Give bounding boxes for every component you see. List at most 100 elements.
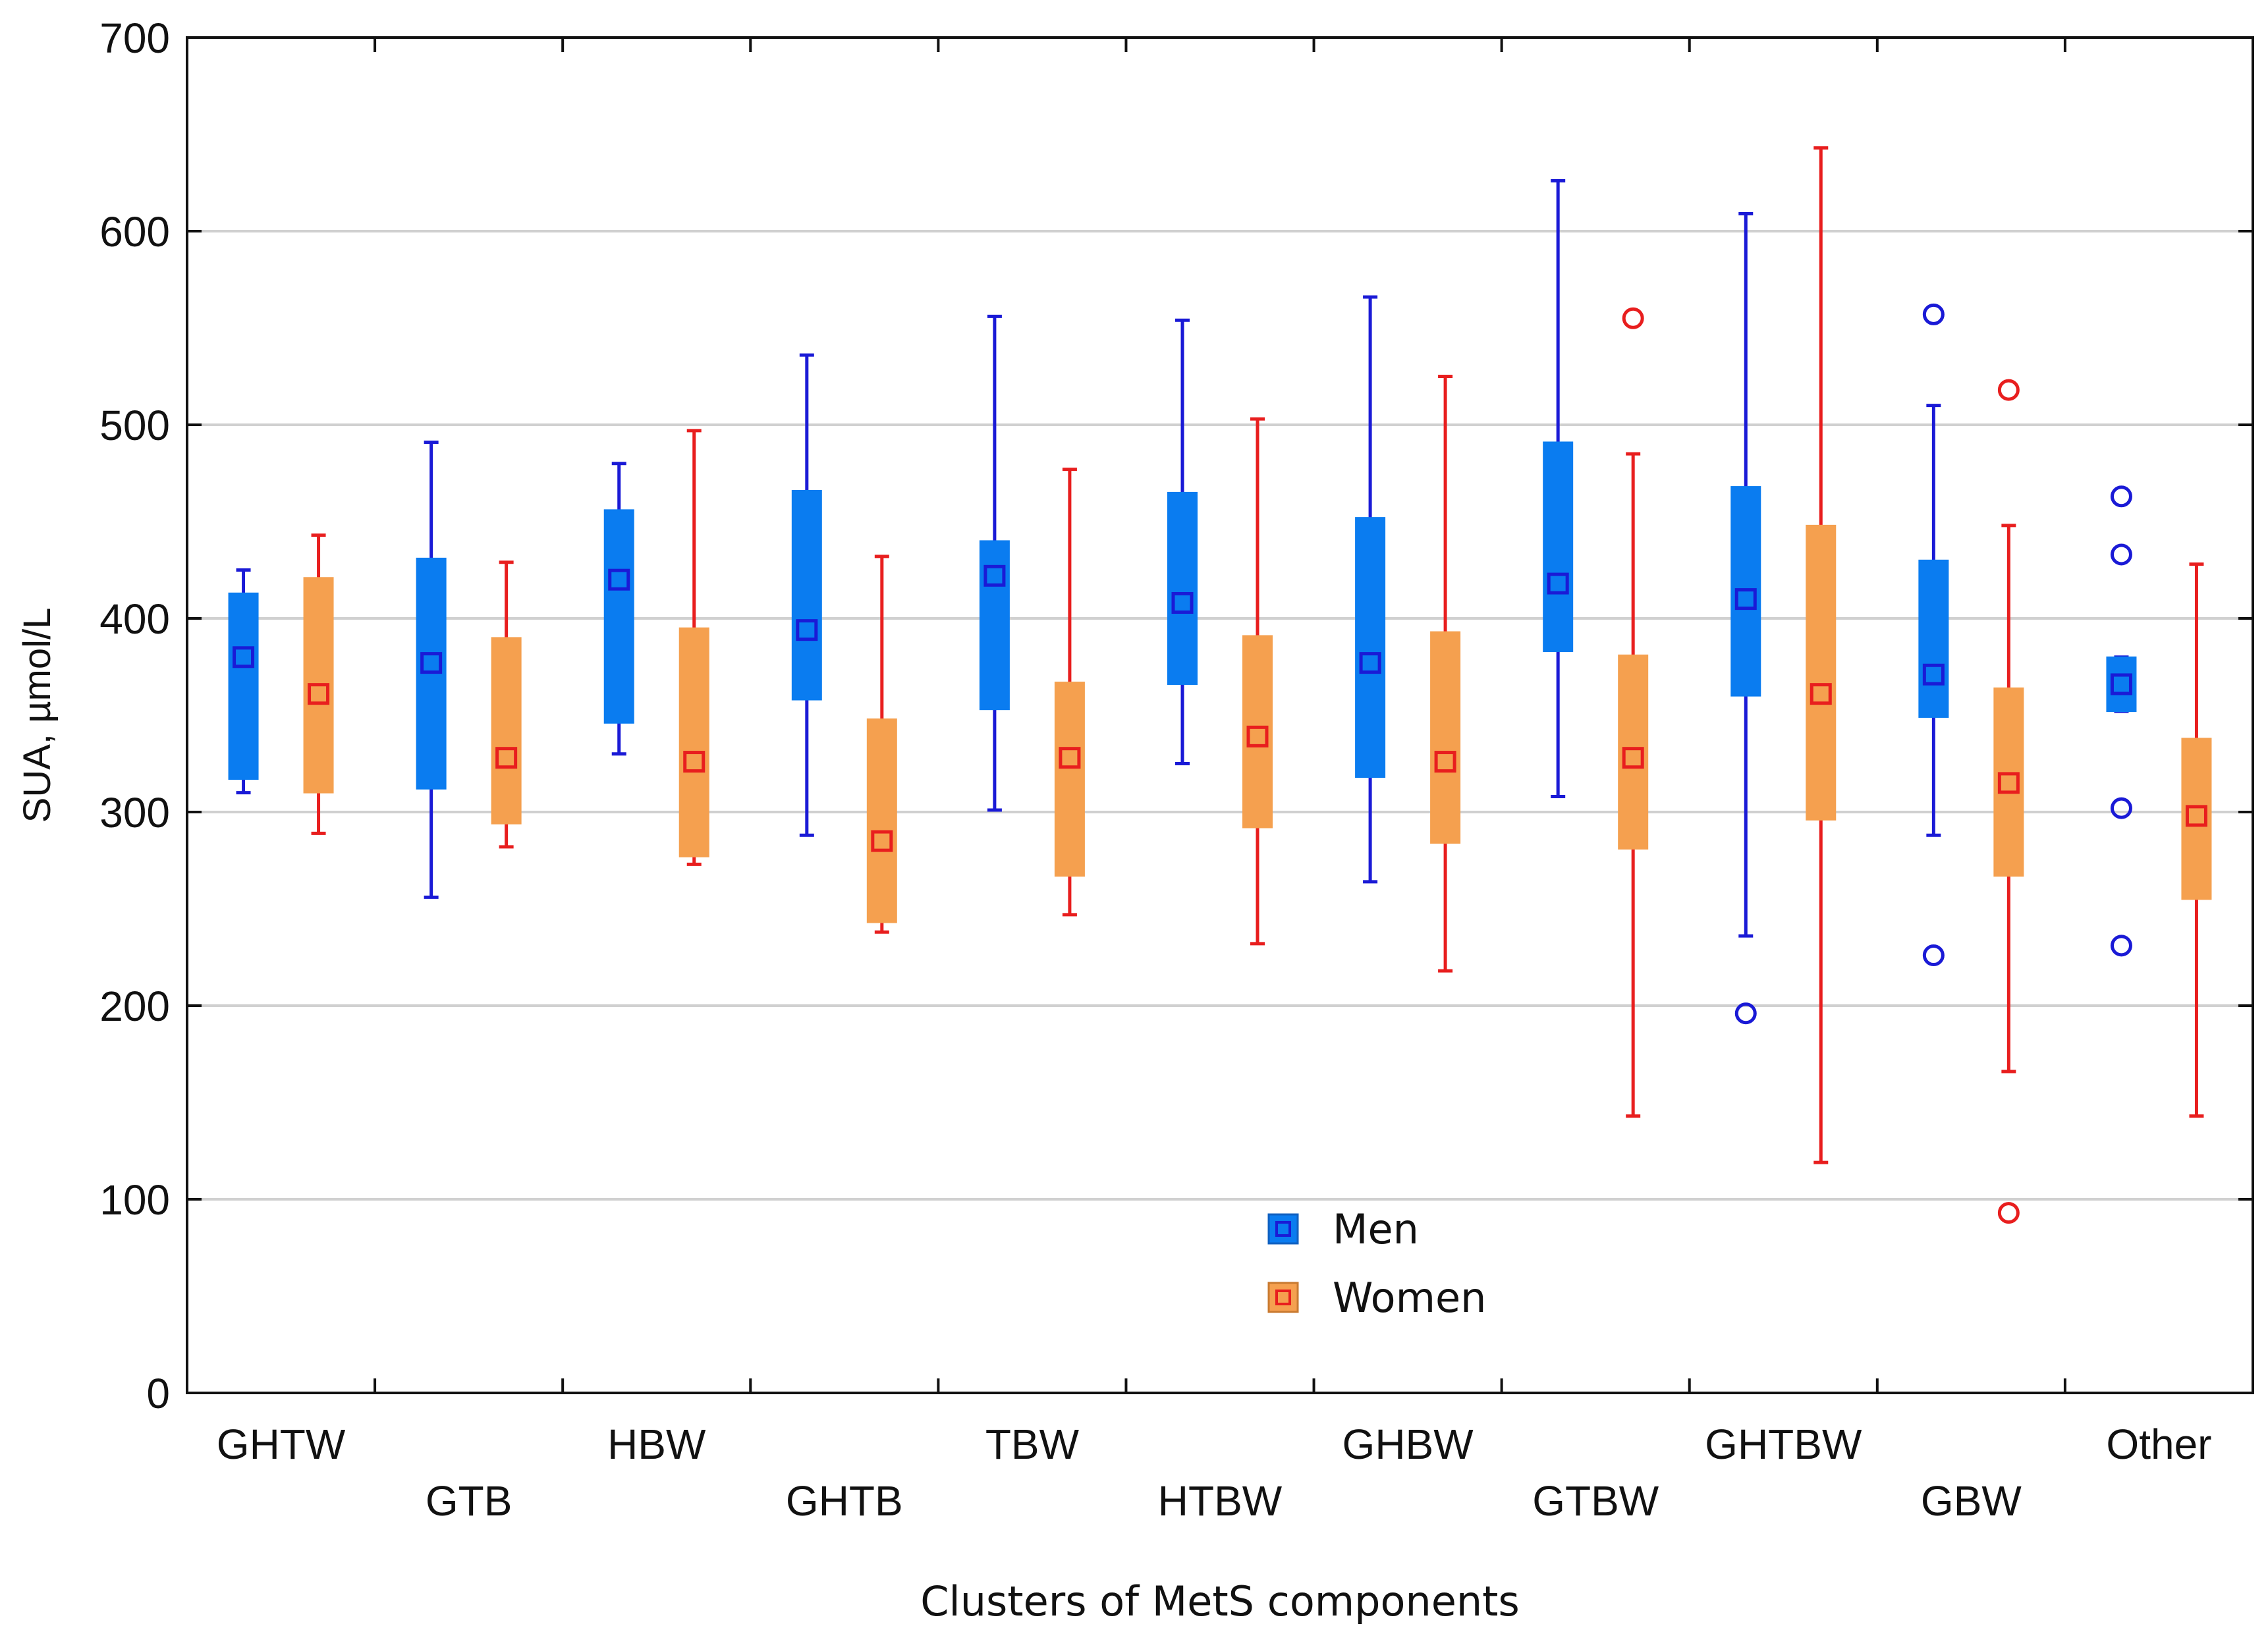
men-median-marker	[233, 646, 255, 668]
women-box-group	[1242, 417, 1273, 946]
women-box	[678, 627, 709, 857]
x-tick-label: GTB	[426, 1477, 512, 1525]
y-tick-label: 100	[99, 1176, 170, 1224]
men-outlier	[2110, 797, 2132, 819]
women-median-marker	[1810, 683, 1832, 705]
y-tick-label: 200	[99, 983, 170, 1030]
women-median-marker	[871, 830, 893, 852]
x-tick-label: GHTBW	[1705, 1421, 1862, 1468]
men-box-group	[979, 314, 1010, 812]
men-box-group	[1730, 212, 1761, 1025]
x-tick-label: GBW	[1921, 1477, 2022, 1525]
men-box-group	[2106, 485, 2137, 957]
men-box	[603, 509, 634, 724]
men-median-marker	[2110, 673, 2132, 695]
women-median-marker	[1059, 747, 1081, 769]
men-box	[228, 592, 259, 780]
men-median-marker	[1359, 652, 1381, 674]
men-box-group	[416, 440, 447, 899]
legend-item-men: Men	[1267, 1205, 1419, 1253]
men-box-group	[1918, 303, 1949, 967]
legend-marker-men	[1275, 1221, 1291, 1237]
x-tick-label: HTBW	[1158, 1477, 1283, 1525]
men-box-group	[1355, 295, 1386, 884]
men-median-marker	[608, 568, 630, 591]
men-median-marker	[796, 619, 818, 641]
men-box-group	[1167, 318, 1198, 765]
x-tick-label: Other	[2106, 1421, 2211, 1468]
women-median-marker	[1997, 772, 2020, 794]
women-box-group	[1806, 146, 1837, 1164]
y-tick-label: 400	[99, 595, 170, 643]
men-median-marker	[1547, 572, 1569, 595]
women-box-group	[678, 429, 709, 866]
y-tick-label: 0	[146, 1370, 170, 1417]
women-median-marker	[2185, 805, 2207, 827]
women-median-marker	[1434, 751, 1456, 773]
women-box-group	[2181, 562, 2212, 1118]
x-tick-label: GHTW	[217, 1421, 346, 1468]
legend-label-women: Women	[1333, 1274, 1486, 1322]
men-median-marker	[983, 564, 1006, 587]
y-tick-label: 300	[99, 789, 170, 836]
men-box	[1918, 559, 1949, 718]
women-box-group	[1993, 379, 2024, 1224]
women-box	[866, 718, 897, 923]
men-median-marker	[1922, 663, 1945, 686]
x-tick-label: GHTB	[786, 1477, 903, 1525]
x-tick-label: HBW	[607, 1421, 706, 1468]
women-box-group	[303, 533, 334, 835]
men-outlier	[2110, 485, 2132, 508]
men-box-group	[228, 568, 259, 795]
labels: 0 100 200 300 400 500 600 700 GHTW GTB HBW GHTB TBW H…	[16, 14, 2211, 1625]
boxes	[228, 146, 2212, 1224]
legend-item-women: Women	[1267, 1274, 1486, 1322]
x-axis-title: Clusters of MetS components	[920, 1577, 1520, 1625]
legend-label-men: Men	[1333, 1205, 1419, 1253]
women-median-marker	[1246, 725, 1269, 747]
x-tick-label: GTBW	[1532, 1477, 1659, 1525]
men-box	[1543, 441, 1574, 652]
women-outlier	[1622, 307, 1644, 329]
men-median-marker	[1734, 588, 1757, 611]
women-box	[1806, 524, 1837, 821]
men-outlier	[1734, 1002, 1757, 1025]
grid-lines	[187, 230, 2253, 1201]
women-outlier	[1997, 379, 2020, 401]
women-median-marker	[495, 747, 518, 769]
men-outlier	[1922, 303, 1945, 325]
women-box-group	[491, 560, 522, 849]
men-box-group	[603, 462, 634, 756]
women-box-group	[866, 555, 897, 934]
axes	[186, 36, 2254, 1394]
men-box-group	[791, 353, 822, 837]
legend-swatch-women	[1267, 1282, 1299, 1313]
men-outlier	[2110, 935, 2132, 957]
women-median-marker	[1622, 747, 1644, 769]
women-box	[1430, 631, 1461, 844]
men-median-marker	[1171, 591, 1194, 614]
women-box	[491, 637, 522, 825]
women-median-marker	[308, 683, 330, 705]
men-box	[791, 489, 822, 701]
y-tick-label: 700	[99, 14, 170, 62]
x-tick-label: GHBW	[1342, 1421, 1474, 1468]
plot-frame	[186, 36, 2254, 1394]
women-median-marker	[683, 751, 705, 773]
women-box-group	[1430, 375, 1461, 973]
men-median-marker	[420, 652, 443, 674]
women-box-group	[1054, 468, 1085, 917]
legend-marker-women	[1275, 1290, 1291, 1305]
y-axis-title: SUA, µmol/L	[16, 608, 59, 823]
men-outlier	[2110, 543, 2132, 566]
y-tick-label: 600	[99, 208, 170, 256]
women-outlier	[1997, 1202, 2020, 1224]
x-tick-label: TBW	[985, 1421, 1080, 1468]
legend: Men Women	[1267, 1205, 1486, 1322]
women-box-group	[1618, 307, 1649, 1118]
women-box	[1054, 682, 1085, 877]
men-box-group	[1543, 179, 1574, 798]
men-outlier	[1922, 944, 1945, 967]
